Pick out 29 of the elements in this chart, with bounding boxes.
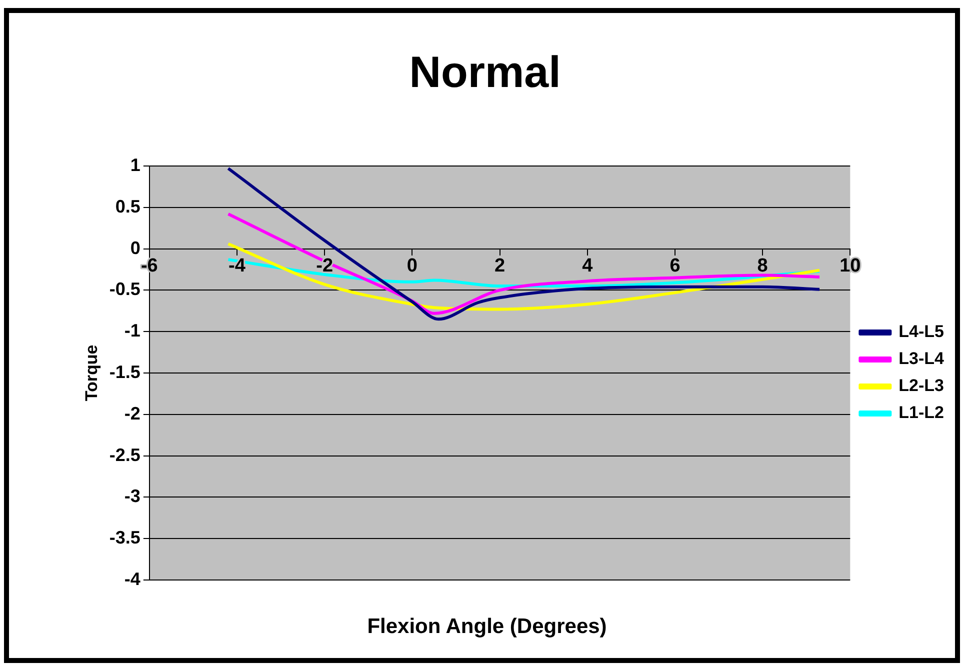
- y-tick-label: 0.5: [115, 196, 140, 216]
- legend-label: L4-L5: [898, 322, 944, 342]
- x-tick-label: -4: [228, 256, 246, 277]
- y-tick-label: -0.5: [109, 279, 140, 300]
- y-tick-label: 0: [130, 238, 140, 258]
- x-axis-title: Flexion Angle (Degrees): [366, 615, 608, 639]
- x-tick-label: 2: [494, 256, 506, 277]
- y-tick-label: -2: [124, 403, 140, 424]
- chart-title: Normal: [408, 48, 562, 98]
- line-series: [226, 242, 822, 311]
- y-tick-label: 1: [130, 154, 140, 175]
- legend-label: L1-L2: [898, 403, 944, 422]
- y-tick-label: -2.5: [109, 444, 140, 465]
- line-series: [226, 212, 822, 315]
- line-series: [226, 166, 822, 321]
- legend-label: L3-L4: [898, 349, 945, 368]
- y-tick-label: -1.5: [109, 362, 140, 382]
- y-tick-label: -4: [124, 568, 140, 589]
- y-tick-label: -3: [124, 486, 140, 506]
- y-axis-title: Torque: [82, 344, 101, 402]
- x-tick-label: 10: [840, 256, 861, 277]
- legend-label: L2-L3: [898, 376, 944, 396]
- y-tick-label: -3.5: [109, 528, 140, 548]
- x-tick-label: 0: [406, 256, 418, 277]
- x-tick-label: -2: [316, 256, 334, 277]
- x-tick-label: 6: [670, 256, 680, 277]
- x-tick-label: 4: [582, 256, 594, 277]
- x-tick-label: 8: [757, 256, 768, 277]
- y-tick-label: -1: [124, 320, 140, 341]
